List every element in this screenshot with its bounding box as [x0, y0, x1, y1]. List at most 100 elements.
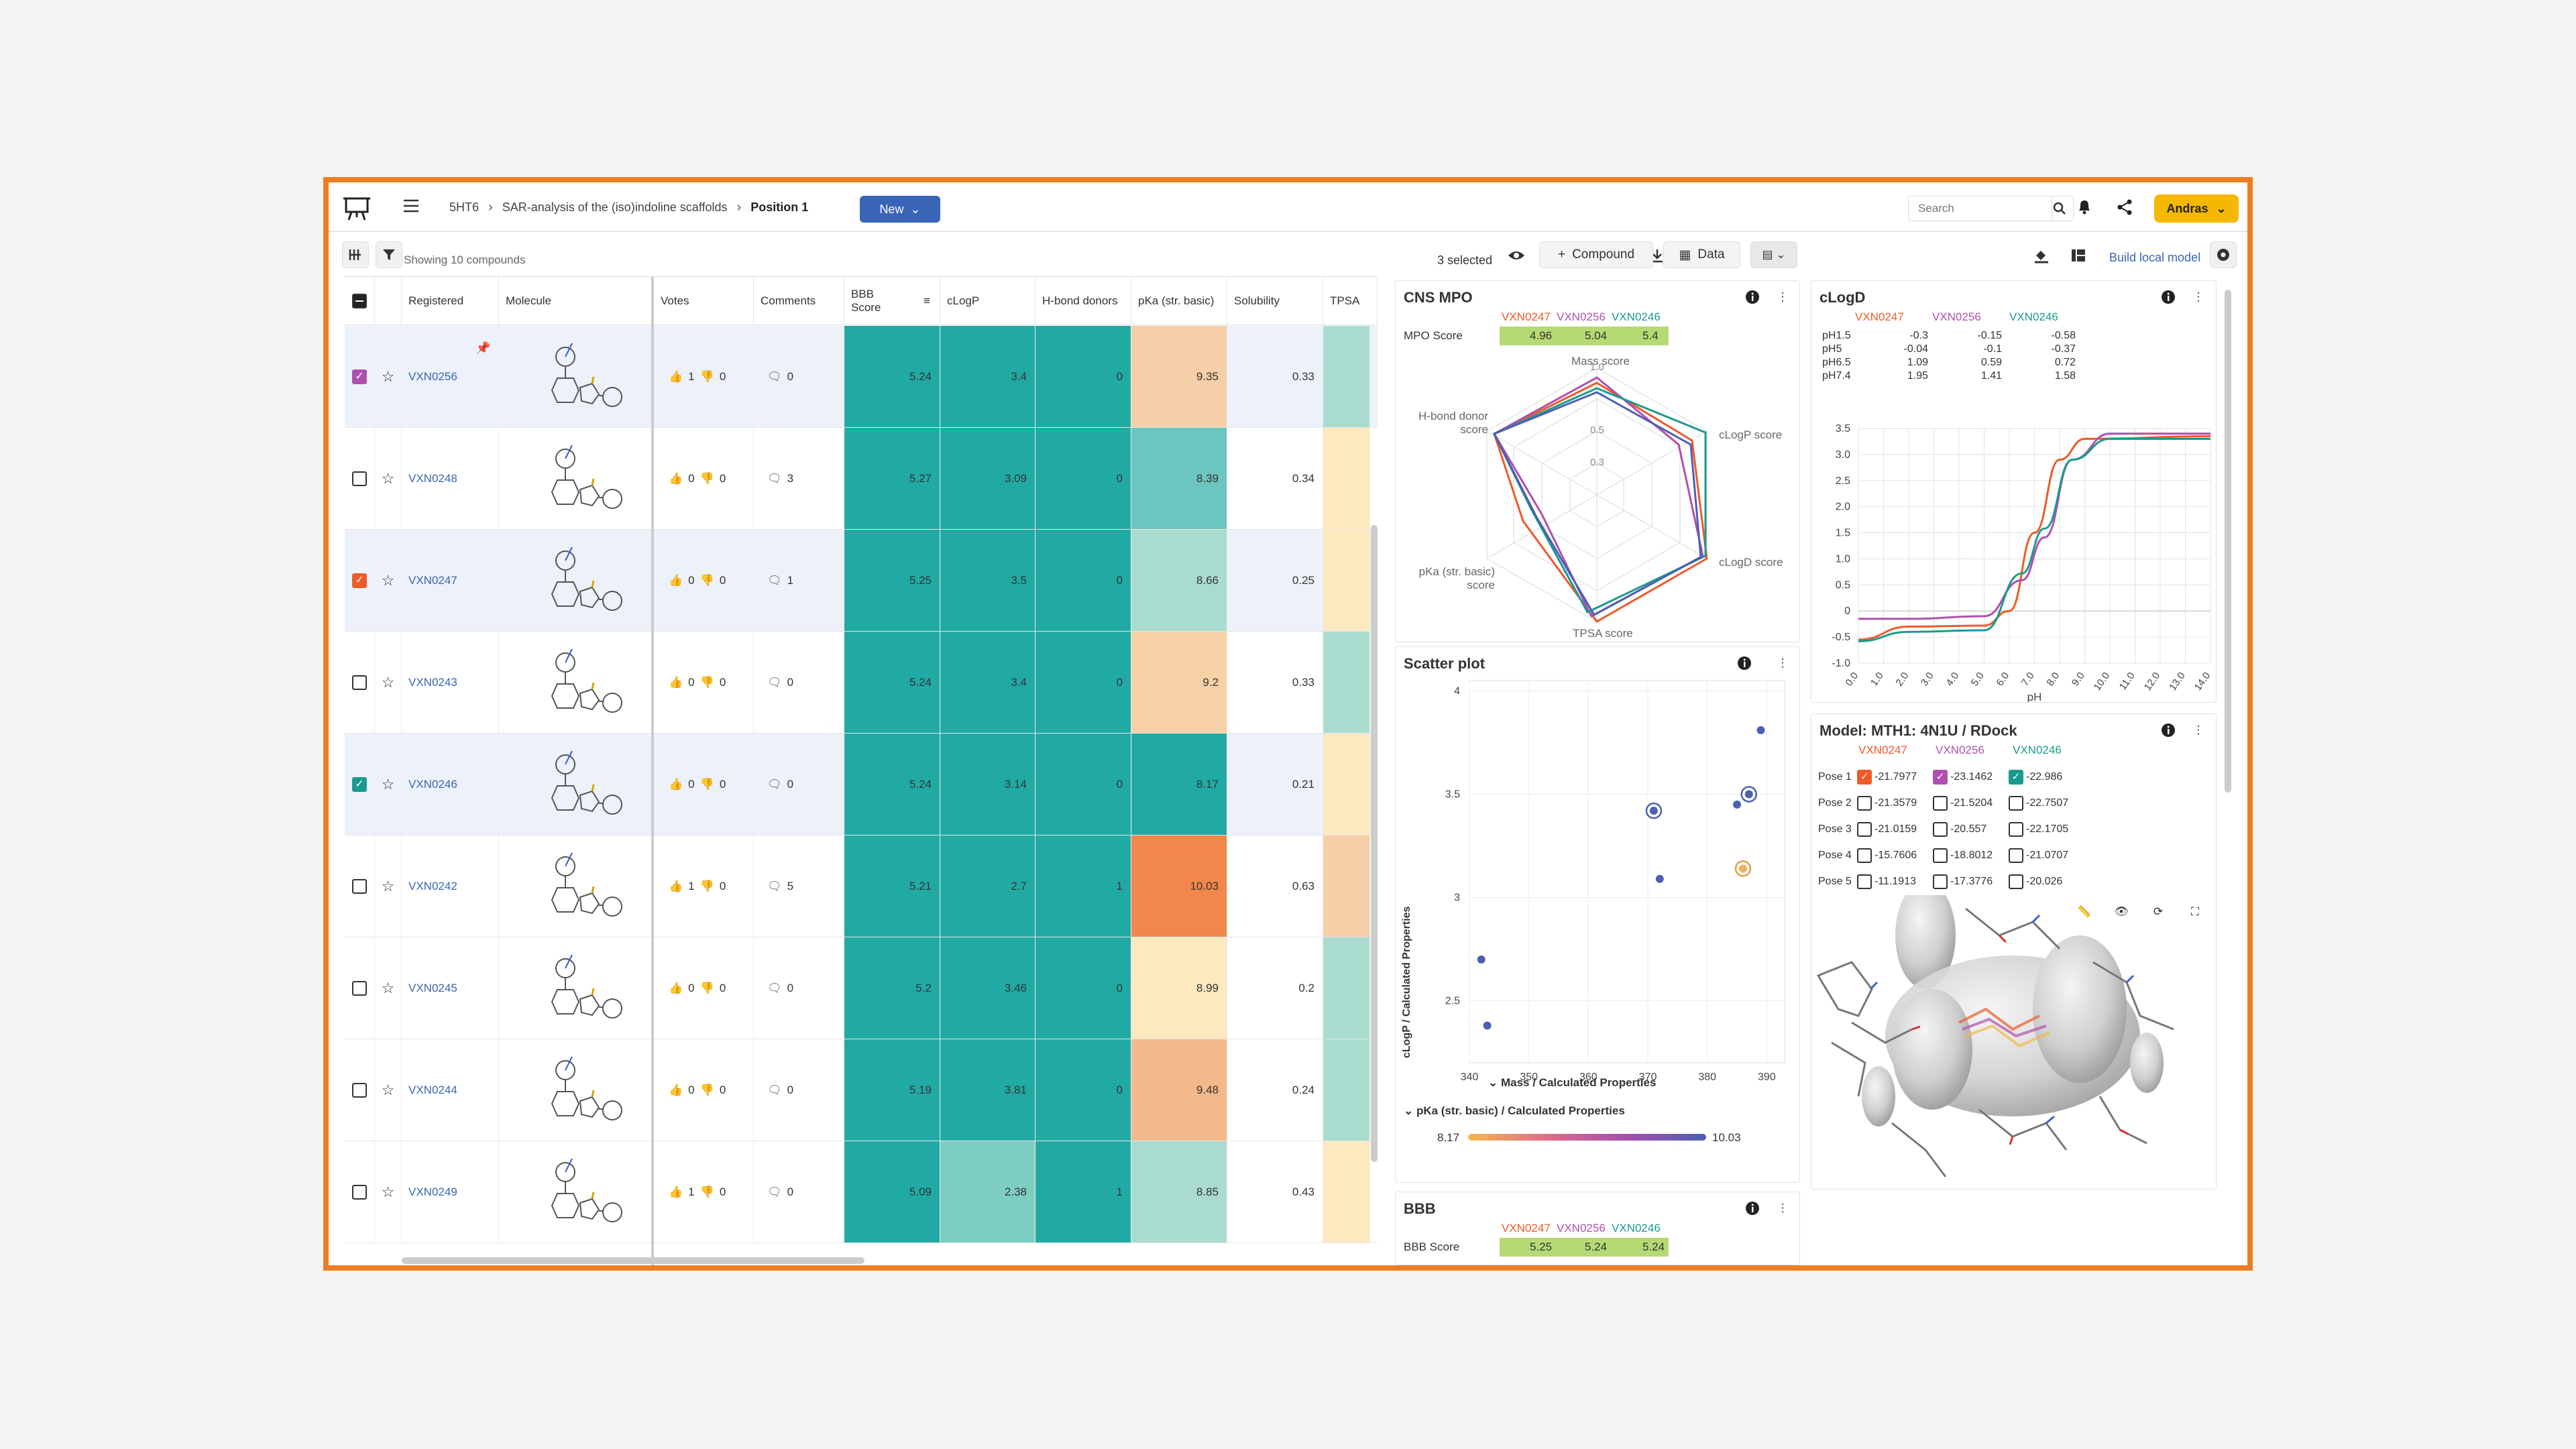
star-icon[interactable]: ☆: [375, 937, 402, 1039]
column-header-tpsa[interactable]: TPSA: [1323, 277, 1378, 325]
row-checkbox[interactable]: ✓: [345, 326, 375, 427]
comments-cell[interactable]: 🗨 0: [754, 1039, 844, 1141]
pose-checkbox[interactable]: [2009, 848, 2023, 863]
pose-checkbox[interactable]: [1857, 874, 1872, 889]
comments-cell[interactable]: 🗨 1: [754, 530, 844, 631]
registered-id[interactable]: VXN0243: [402, 632, 499, 733]
thumbs-up-icon[interactable]: 👍: [669, 1185, 683, 1198]
comments-cell[interactable]: 🗨 5: [754, 835, 844, 937]
thumbs-up-icon[interactable]: 👍: [669, 471, 683, 485]
table-row[interactable]: ☆ VXN0245 👍 0 👎 0 🗨 0 5.2 3.46 0 8.99 0.2: [345, 937, 1378, 1039]
votes-cell[interactable]: 👍 0 👎 0: [654, 734, 754, 835]
eye-icon[interactable]: 👁: [2110, 902, 2133, 922]
pose-checkbox[interactable]: ✓: [2009, 769, 2023, 785]
table-row[interactable]: ☆ VXN0249 👍 1 👎 0 🗨 0 5.09 2.38 1 8.85 0.43: [345, 1141, 1378, 1243]
star-icon[interactable]: ☆: [375, 530, 402, 631]
registered-id[interactable]: VXN0242: [402, 835, 499, 937]
scatter-xlabel[interactable]: ⌄ Mass / Calculated Properties: [1488, 1076, 1656, 1090]
table-row[interactable]: ☆ VXN0248 👍 0 👎 0 🗨 3 5.27 3.09 0 8.39 0.34: [345, 428, 1378, 530]
pose-checkbox[interactable]: [1933, 821, 1948, 837]
comments-cell[interactable]: 🗨 3: [754, 428, 844, 529]
pose-checkbox[interactable]: [1857, 795, 1872, 811]
molecule-structure[interactable]: [499, 326, 652, 427]
pose-checkbox[interactable]: [2009, 874, 2023, 889]
column-splitter[interactable]: [651, 277, 654, 1265]
star-icon[interactable]: ☆: [375, 734, 402, 835]
paint-bucket-icon[interactable]: [2029, 243, 2054, 268]
row-checkbox[interactable]: ✓: [345, 530, 375, 631]
star-icon[interactable]: ☆: [375, 1039, 402, 1141]
app-logo-icon[interactable]: [342, 193, 372, 221]
pose-checkbox[interactable]: [2009, 821, 2023, 837]
star-icon[interactable]: ☆: [375, 428, 402, 529]
registered-id[interactable]: VXN0247: [402, 530, 499, 631]
row-checkbox[interactable]: ✓: [345, 734, 375, 835]
chart-view-dropdown[interactable]: ▤ ⌄: [1750, 241, 1797, 268]
panels-scrollbar[interactable]: [2225, 290, 2231, 793]
menu-icon[interactable]: [402, 198, 420, 213]
molecule-structure[interactable]: [499, 734, 652, 835]
ruler-icon[interactable]: 📏: [2073, 902, 2096, 922]
column-header-pka[interactable]: pKa (str. basic): [1131, 277, 1227, 325]
filter-icon[interactable]: [376, 241, 402, 268]
pose-checkbox[interactable]: [1857, 848, 1872, 863]
table-row[interactable]: ✓ ☆ VXN0256 👍 1 👎 0 🗨 0 5.24 3.4 0 9.35 0.33: [345, 326, 1378, 428]
thumbs-down-icon[interactable]: 👎: [699, 879, 714, 892]
comments-cell[interactable]: 🗨 0: [754, 1141, 844, 1242]
thumbs-down-icon[interactable]: 👎: [699, 573, 714, 587]
thumbs-down-icon[interactable]: 👎: [699, 1185, 714, 1198]
pose-checkbox[interactable]: ✓: [1857, 769, 1872, 785]
comments-cell[interactable]: 🗨 0: [754, 734, 844, 835]
table-row[interactable]: ✓ ☆ VXN0246 👍 0 👎 0 🗨 0 5.24 3.14 0 8.17 0.2…: [345, 734, 1378, 835]
registered-id[interactable]: VXN0244: [402, 1039, 499, 1141]
bell-icon[interactable]: [2076, 197, 2093, 216]
columns-icon[interactable]: [342, 241, 369, 268]
new-button[interactable]: New ⌄: [860, 196, 940, 223]
vertical-scrollbar[interactable]: [1371, 525, 1378, 1162]
star-icon[interactable]: ☆: [375, 632, 402, 733]
comments-cell[interactable]: 🗨 0: [754, 937, 844, 1039]
more-vert-icon[interactable]: ⋮: [1777, 290, 1789, 303]
user-menu-button[interactable]: Andras ⌄: [2154, 194, 2239, 223]
row-checkbox[interactable]: [345, 1039, 375, 1141]
column-header-hbd[interactable]: H-bond donors: [1035, 277, 1131, 325]
table-row[interactable]: ☆ VXN0242 👍 1 👎 0 🗨 5 5.21 2.7 1 10.03 0.63: [345, 835, 1378, 937]
pose-checkbox[interactable]: [1857, 821, 1872, 837]
data-button[interactable]: ▦ Data: [1663, 241, 1740, 268]
molecule-structure[interactable]: [499, 1039, 652, 1141]
pose-checkbox[interactable]: [1933, 848, 1948, 863]
column-header-molecule[interactable]: Molecule: [499, 277, 652, 325]
votes-cell[interactable]: 👍 0 👎 0: [654, 428, 754, 529]
row-checkbox[interactable]: [345, 937, 375, 1039]
table-row[interactable]: ☆ VXN0244 👍 0 👎 0 🗨 0 5.19 3.81 0 9.48 0.24: [345, 1039, 1378, 1141]
pose-checkbox[interactable]: [1933, 795, 1948, 811]
votes-cell[interactable]: 👍 0 👎 0: [654, 632, 754, 733]
eye-icon[interactable]: [1504, 243, 1529, 268]
thumbs-up-icon[interactable]: 👍: [669, 879, 683, 892]
thumbs-up-icon[interactable]: 👍: [669, 573, 683, 587]
download-icon[interactable]: [1644, 243, 1670, 268]
thumbs-down-icon[interactable]: 👎: [699, 471, 714, 485]
votes-cell[interactable]: 👍 0 👎 0: [654, 1039, 754, 1141]
more-vert-icon[interactable]: ⋮: [1777, 1202, 1789, 1214]
comments-cell[interactable]: 🗨 0: [754, 632, 844, 733]
registered-id[interactable]: VXN0246: [402, 734, 499, 835]
thumbs-up-icon[interactable]: 👍: [669, 981, 683, 994]
more-vert-icon[interactable]: ⋮: [2192, 290, 2204, 303]
votes-cell[interactable]: 👍 1 👎 0: [654, 1141, 754, 1242]
breadcrumb-analysis[interactable]: SAR-analysis of the (iso)indoline scaffo…: [502, 200, 728, 214]
molecule-structure[interactable]: [499, 632, 652, 733]
row-checkbox[interactable]: [345, 835, 375, 937]
star-icon[interactable]: ☆: [375, 835, 402, 937]
search-icon[interactable]: [2046, 196, 2074, 221]
thumbs-down-icon[interactable]: 👎: [699, 675, 714, 689]
info-icon[interactable]: [1744, 289, 1760, 305]
column-header-comments[interactable]: Comments: [754, 277, 844, 325]
votes-cell[interactable]: 👍 1 👎 0: [654, 835, 754, 937]
votes-cell[interactable]: 👍 0 👎 0: [654, 937, 754, 1039]
pose-checkbox[interactable]: [2009, 795, 2023, 811]
build-local-model-link[interactable]: Build local model: [2109, 251, 2201, 264]
votes-cell[interactable]: 👍 0 👎 0: [654, 530, 754, 631]
row-checkbox[interactable]: [345, 632, 375, 733]
thumbs-up-icon[interactable]: 👍: [669, 777, 683, 791]
